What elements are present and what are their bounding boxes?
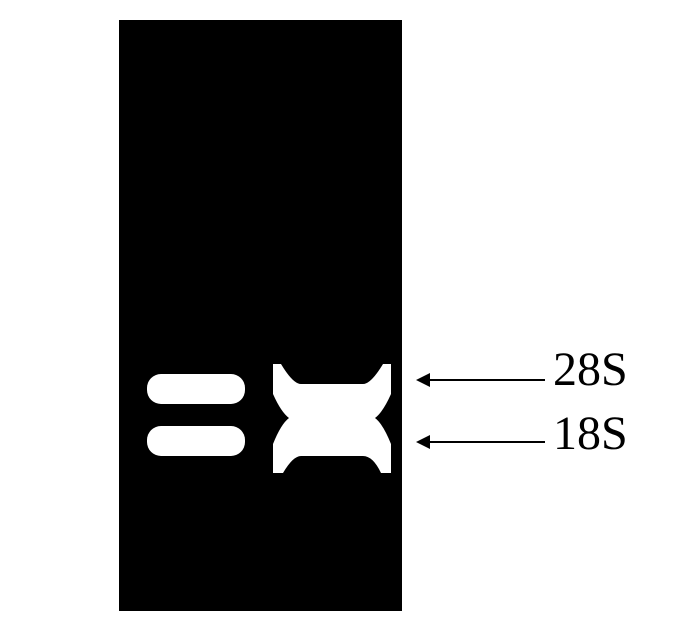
band-lane1-18s [147, 426, 245, 456]
arrow-18s-head [416, 435, 430, 449]
arrow-28s-head [416, 373, 430, 387]
label-18s: 18S [553, 406, 628, 461]
band-lane1-28s [147, 374, 245, 404]
arrow-28s-line [428, 379, 545, 381]
band-lane2-merged [273, 364, 391, 473]
arrow-18s-line [428, 441, 545, 443]
gel-image [119, 20, 402, 611]
label-28s: 28S [553, 342, 628, 397]
